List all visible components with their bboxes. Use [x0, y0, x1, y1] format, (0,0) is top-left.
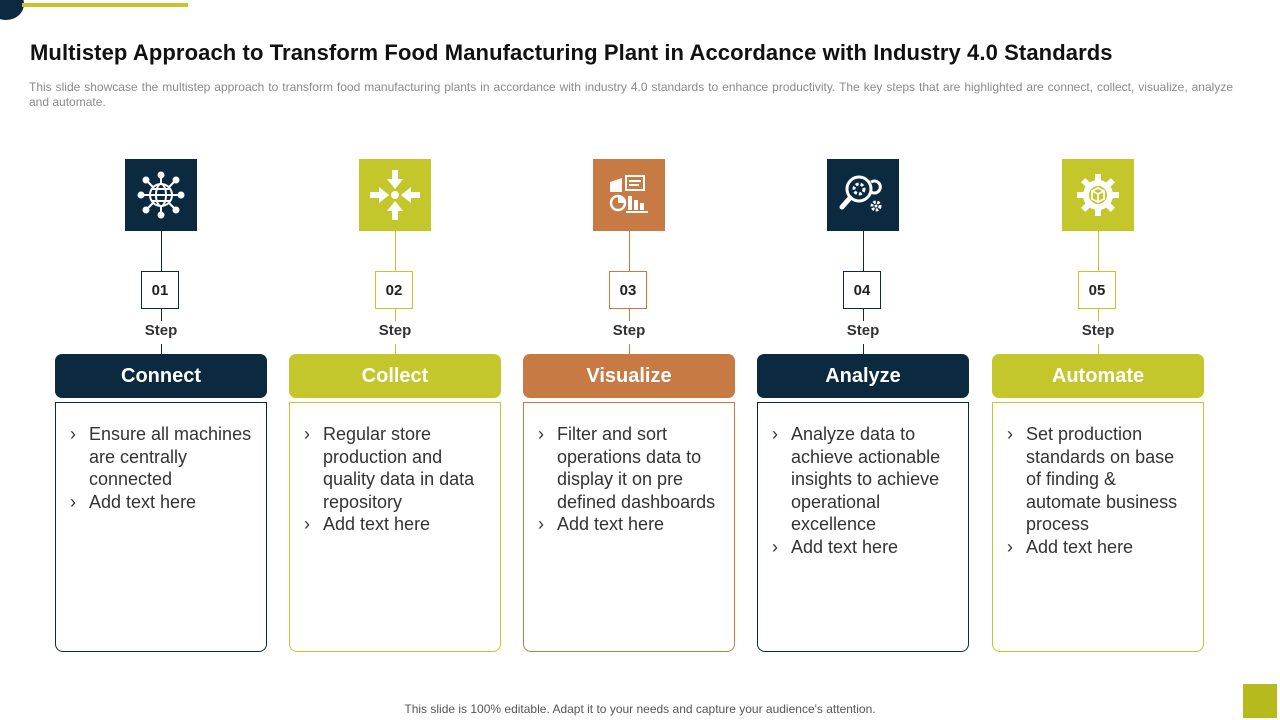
step-number: 03 — [609, 271, 647, 309]
slide-subtitle: This slide showcase the multistep approa… — [29, 80, 1233, 109]
step-number: 01 — [141, 271, 179, 309]
step-card-visualize: 03 Step Visualize Filter and sort operat… — [523, 158, 737, 652]
connector-line — [629, 309, 630, 321]
step-content-box: Ensure all machines are centrally connec… — [55, 402, 267, 652]
connector-line — [863, 231, 864, 271]
connector-line — [863, 344, 864, 354]
bullet-item: Add text here — [772, 536, 958, 559]
step-content-box: Filter and sort operations data to displ… — [523, 402, 735, 652]
step-card-analyze: 04 Step Analyze Analyze data to achieve … — [757, 158, 971, 652]
bullet-item: Regular store production and quality dat… — [304, 423, 490, 513]
connector-line — [863, 309, 864, 321]
connector-line — [1098, 344, 1099, 354]
step-content-box: Regular store production and quality dat… — [289, 402, 501, 652]
gear-box-icon — [1062, 159, 1134, 231]
step-title: Automate — [992, 354, 1204, 398]
top-accent-bar — [22, 3, 188, 7]
bullet-item: Analyze data to achieve actionable insig… — [772, 423, 958, 536]
connector-line — [629, 344, 630, 354]
arrows-converge-icon — [359, 159, 431, 231]
step-card-automate: 05 Step Automate Set production standard… — [992, 158, 1206, 652]
step-card-collect: 02 Step Collect Regular store production… — [289, 158, 503, 652]
connector-line — [161, 309, 162, 321]
connector-line — [395, 344, 396, 354]
connector-line — [629, 231, 630, 271]
bullet-item: Add text here — [70, 491, 256, 514]
corner-decoration-square — [1243, 684, 1277, 718]
connector-line — [1098, 231, 1099, 271]
connector-line — [161, 231, 162, 271]
dashboard-charts-icon — [593, 159, 665, 231]
bullet-item: Add text here — [1007, 536, 1193, 559]
slide-footer: This slide is 100% editable. Adapt it to… — [404, 702, 876, 716]
bullet-item: Set production standards on base of find… — [1007, 423, 1193, 536]
step-label: Step — [1081, 322, 1115, 339]
step-label: Step — [378, 322, 412, 339]
magnifier-gears-icon — [827, 159, 899, 231]
bullet-item: Add text here — [304, 513, 490, 536]
step-title: Connect — [55, 354, 267, 398]
step-label: Step — [144, 322, 178, 339]
connector-line — [395, 309, 396, 321]
step-label: Step — [846, 322, 880, 339]
slide-title: Multistep Approach to Transform Food Man… — [30, 40, 1113, 65]
step-title: Collect — [289, 354, 501, 398]
step-card-connect: 01 Step Connect Ensure all machines are … — [55, 158, 269, 652]
step-number: 04 — [843, 271, 881, 309]
step-content-box: Analyze data to achieve actionable insig… — [757, 402, 969, 652]
globe-network-icon — [125, 159, 197, 231]
step-label: Step — [612, 322, 646, 339]
step-number: 02 — [375, 271, 413, 309]
corner-decoration-circle — [0, 0, 24, 20]
step-number: 05 — [1078, 271, 1116, 309]
connector-line — [395, 231, 396, 271]
step-content-box: Set production standards on base of find… — [992, 402, 1204, 652]
bullet-item: Ensure all machines are centrally connec… — [70, 423, 256, 491]
bullet-item: Filter and sort operations data to displ… — [538, 423, 724, 513]
connector-line — [1098, 309, 1099, 321]
bullet-item: Add text here — [538, 513, 724, 536]
step-title: Analyze — [757, 354, 969, 398]
step-title: Visualize — [523, 354, 735, 398]
connector-line — [161, 344, 162, 354]
